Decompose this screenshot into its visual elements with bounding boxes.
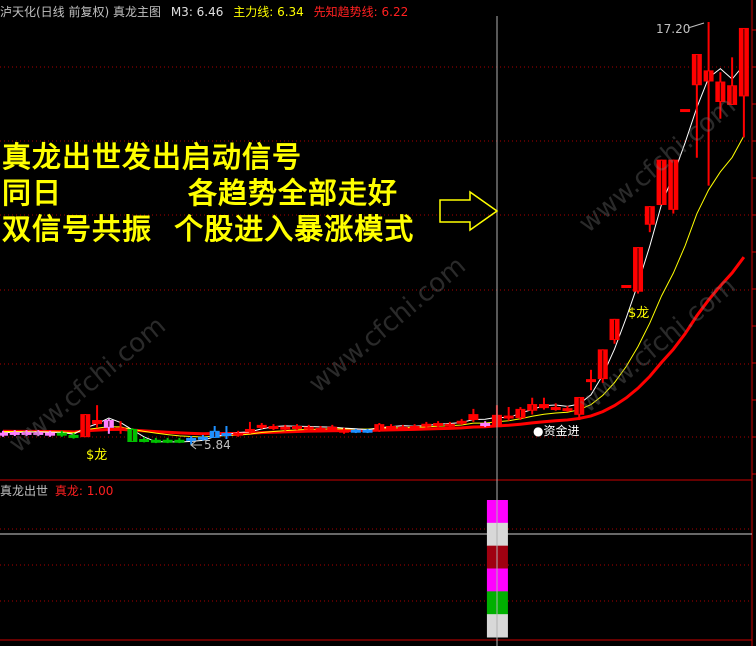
- candle-body: [327, 426, 338, 430]
- candle-body: [350, 429, 361, 433]
- high-marker-arrow: [687, 22, 705, 29]
- stock-title: 泸天化(日线 前复权) 真龙主图: [0, 5, 161, 19]
- candle-body: [233, 432, 244, 436]
- candle-body: [174, 439, 185, 443]
- candle-body: [115, 427, 126, 431]
- sub-panel-value: 真龙: 1.00: [54, 484, 114, 498]
- candle-body: [468, 414, 479, 421]
- candle-body: [139, 439, 150, 443]
- low-price-label: 5.84: [204, 438, 231, 452]
- candle-body: [9, 431, 20, 435]
- candle-body: [221, 433, 232, 437]
- trend-line-value: 先知趋势线: 6.22: [313, 5, 409, 19]
- candle-body: [33, 431, 44, 435]
- candle-body: [56, 432, 67, 436]
- candle-body: [386, 425, 397, 429]
- annotation-line-3: 双信号共振 个股进入暴涨模式: [2, 212, 415, 246]
- candle-body: [315, 427, 326, 431]
- main-line-value: 主力线: 6.34: [233, 5, 304, 19]
- low-marker-arrowhead: [190, 440, 197, 450]
- dragon-signal-left: $龙: [86, 448, 108, 463]
- candle-body: [550, 407, 561, 411]
- candle-body: [503, 415, 514, 419]
- candle-body: [197, 436, 208, 440]
- m3-line-white: [2, 64, 745, 443]
- candle-body: [92, 420, 103, 425]
- candle-body: [680, 109, 691, 113]
- candle-body: [45, 432, 56, 436]
- arrow-right-icon: [439, 190, 499, 232]
- high-price-label: 17.20: [656, 22, 691, 36]
- candle-body: [0, 432, 8, 436]
- candle-body: [268, 425, 279, 429]
- candle-body: [409, 425, 420, 429]
- candle-body: [292, 425, 302, 429]
- candle-body: [68, 434, 79, 438]
- annotation-line-1: 真龙出世发出启动信号: [2, 140, 303, 174]
- candle-body: [586, 379, 596, 383]
- annotation-line-2a: 同日: [2, 176, 63, 210]
- candle-body: [280, 426, 291, 430]
- candle-body: [162, 439, 173, 443]
- candle-body: [480, 423, 491, 427]
- candle-body: [362, 429, 373, 433]
- candle-body: [256, 424, 267, 428]
- candle-body: [21, 431, 32, 435]
- annotation-line-2b: 各趋势全部走好: [188, 176, 399, 210]
- candle-body: [421, 423, 432, 427]
- sub-panel-title: 真龙出世: [0, 484, 49, 498]
- candle-body: [339, 429, 350, 433]
- candle-body: [444, 423, 455, 427]
- candle-body: [303, 426, 314, 430]
- candle-body: [244, 428, 255, 432]
- candle-body: [186, 437, 197, 441]
- candle-body: [397, 426, 408, 430]
- candle-body: [621, 285, 632, 289]
- chart-header: 泸天化(日线 前复权) 真龙主图 M3: 6.46 主力线: 6.34 先知趋势…: [0, 3, 414, 20]
- dragon-signal-right: $龙: [628, 306, 650, 321]
- candle-body: [538, 404, 549, 409]
- capital-in-label: ●资金进: [533, 424, 580, 438]
- candle-body: [456, 420, 467, 424]
- m3-value: M3: 6.46: [170, 5, 224, 19]
- candle-body: [562, 408, 573, 412]
- candle-body: [150, 439, 161, 443]
- trend-line-red: [2, 256, 746, 436]
- candle-body: [433, 423, 444, 427]
- sub-panel-header: 真龙出世 真龙: 1.00: [0, 482, 119, 499]
